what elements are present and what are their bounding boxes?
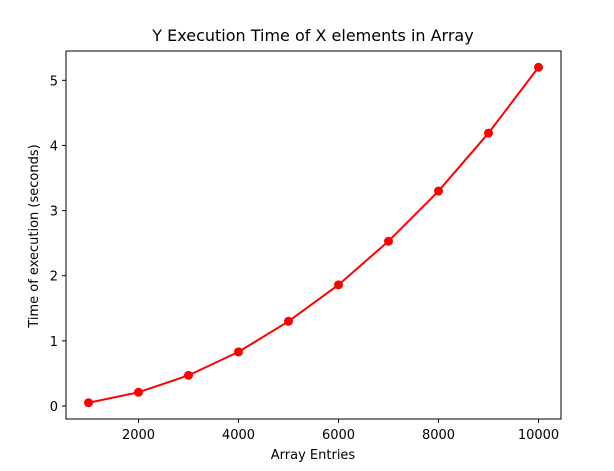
x-tick-label: 8000 <box>422 428 455 443</box>
data-point <box>184 370 193 380</box>
y-tick-label: 5 <box>50 74 58 89</box>
data-point <box>84 398 93 408</box>
y-axis-label: Time of execution (seconds) <box>27 144 42 328</box>
x-tick-label: 2000 <box>122 428 155 443</box>
x-tick-label: 10000 <box>518 428 559 443</box>
x-tick-label: 6000 <box>322 428 355 443</box>
y-tick-label: 0 <box>50 400 58 415</box>
data-point <box>234 347 243 357</box>
data-point <box>384 236 393 246</box>
x-tick-label: 4000 <box>222 428 255 443</box>
data-point <box>334 280 343 290</box>
y-tick-label: 3 <box>50 205 58 220</box>
y-tick-label: 2 <box>50 270 58 285</box>
plot-frame <box>65 50 562 420</box>
axes: 2000 4000 6000 8000 10000 0 1 2 3 4 5 <box>50 50 562 443</box>
data-point <box>134 387 143 397</box>
chart-title: Y Execution Time of X elements in Array <box>151 26 473 45</box>
y-tick-label: 1 <box>50 335 58 350</box>
x-axis-label: Array Entries <box>271 448 356 463</box>
data-point <box>484 128 493 138</box>
data-point <box>284 316 293 326</box>
series-line <box>88 66 540 404</box>
series <box>84 62 543 408</box>
data-point <box>434 186 443 196</box>
data-point <box>534 62 543 72</box>
y-tick-label: 4 <box>50 139 58 154</box>
